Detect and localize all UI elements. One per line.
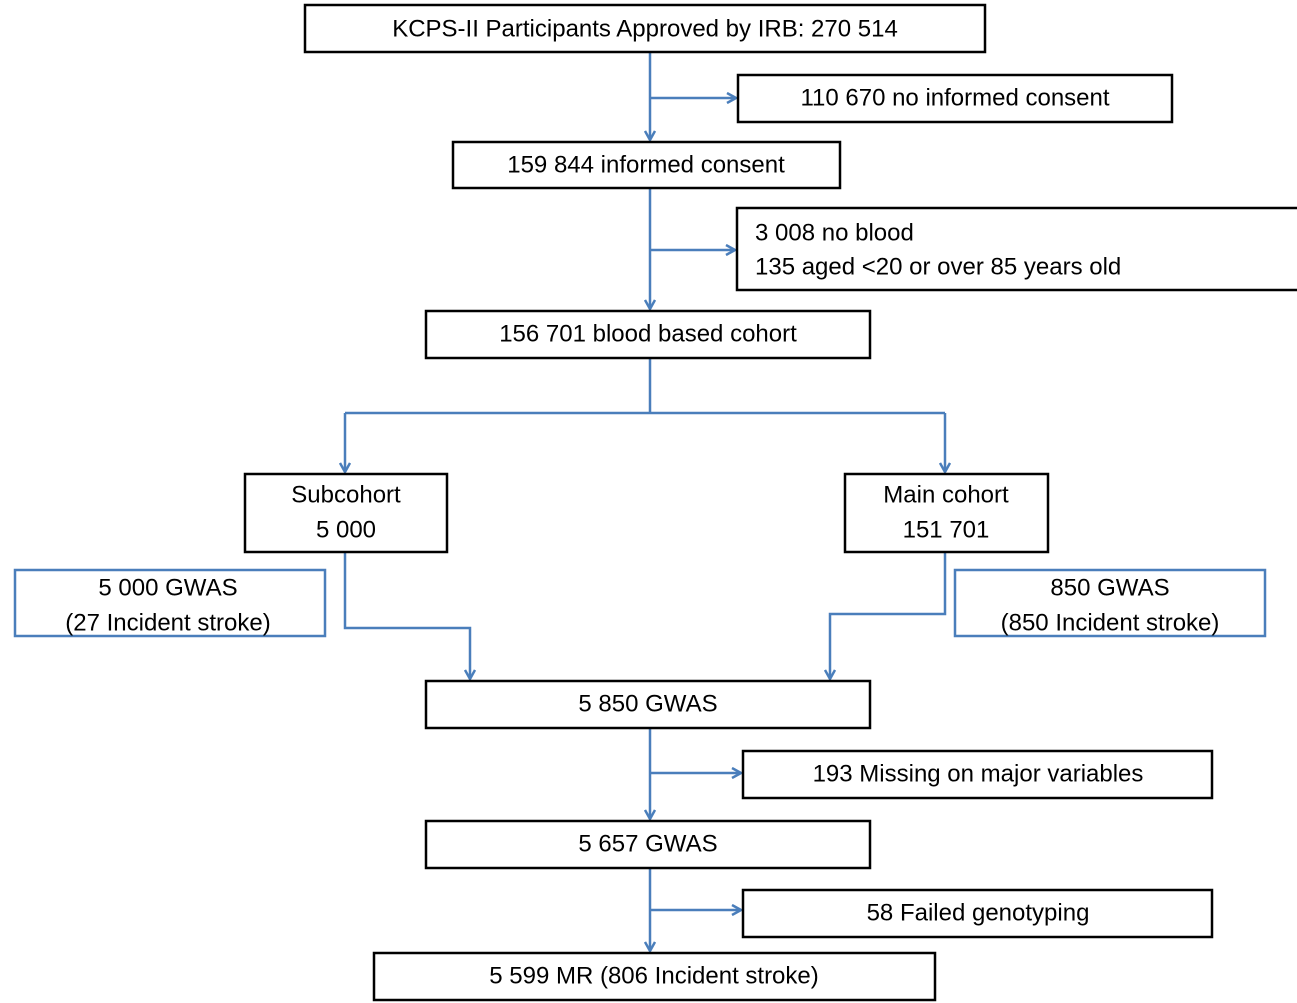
boxes [13, 3, 1297, 1002]
node-label: 5 850 GWAS [578, 690, 717, 717]
labels: KCPS-II Participants Approved by IRB: 27… [65, 15, 1219, 989]
connectors [345, 52, 945, 951]
node-label: 159 844 informed consent [507, 151, 785, 178]
node-label: 5 657 GWAS [578, 830, 717, 857]
node-box [953, 568, 1267, 638]
node-box [424, 819, 872, 870]
node-label: 135 aged <20 or over 85 years old [755, 253, 1121, 280]
node-label: (27 Incident stroke) [65, 609, 270, 636]
node-box [424, 309, 872, 360]
node-box [741, 749, 1214, 800]
node-box [424, 679, 872, 730]
node-box [243, 472, 449, 554]
node-label: 110 670 no informed consent [800, 84, 1109, 111]
node-label: KCPS-II Participants Approved by IRB: 27… [392, 15, 898, 42]
node-label: 58 Failed genotyping [867, 899, 1090, 926]
node-label: 5 599 MR (806 Incident stroke) [489, 962, 819, 989]
node-label: 5 000 GWAS [98, 574, 237, 601]
node-box [736, 73, 1174, 124]
node-box [303, 3, 987, 54]
node-box [741, 888, 1214, 939]
arrow [830, 552, 947, 679]
node-box [13, 568, 327, 638]
node-box [451, 140, 842, 190]
node-label: 3 008 no blood [755, 219, 914, 246]
node-label: (850 Incident stroke) [1001, 609, 1220, 636]
node-box [372, 951, 937, 1002]
node-box [843, 472, 1050, 554]
node-label: 156 701 blood based cohort [499, 320, 797, 347]
node-label: 193 Missing on major variables [813, 760, 1144, 787]
node-label: Main cohort [883, 481, 1009, 508]
connector [345, 358, 945, 415]
node-box [735, 206, 1297, 292]
node-label: 5 000 [316, 516, 376, 543]
node-label: 850 GWAS [1050, 574, 1169, 601]
arrow [343, 552, 470, 679]
node-label: 151 701 [903, 516, 990, 543]
node-label: Subcohort [291, 481, 401, 508]
